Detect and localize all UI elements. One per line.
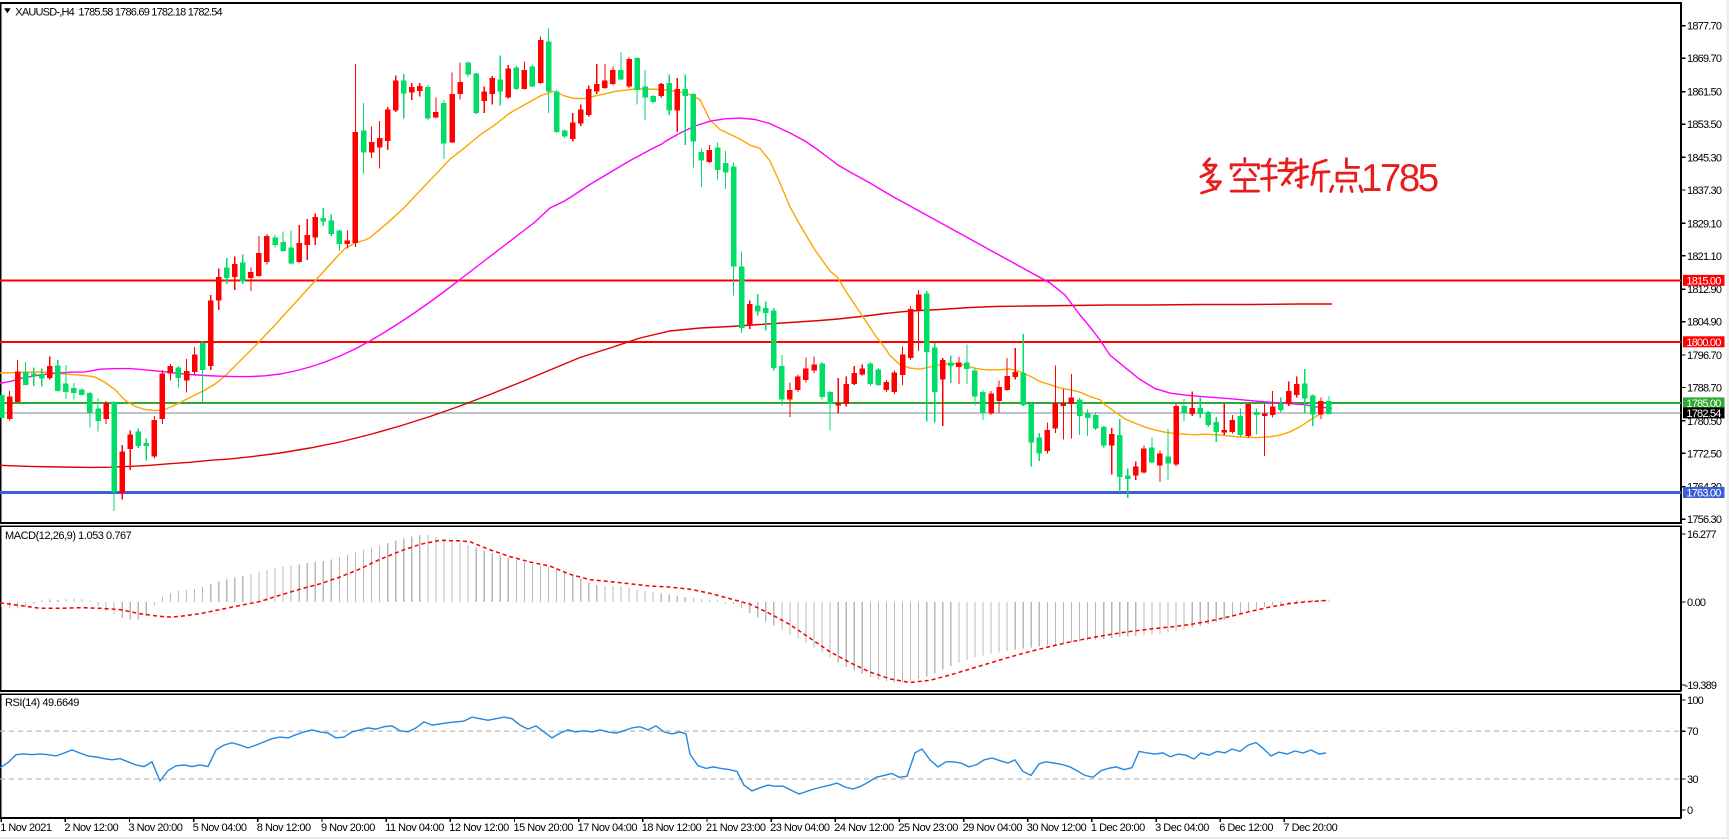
svg-text:15 Nov 20:00: 15 Nov 20:00 (514, 822, 574, 834)
svg-text:29 Nov 04:00: 29 Nov 04:00 (963, 822, 1023, 834)
svg-text:8 Nov 12:00: 8 Nov 12:00 (257, 822, 311, 834)
svg-text:1796.70: 1796.70 (1687, 350, 1722, 362)
svg-text:11 Nov 04:00: 11 Nov 04:00 (385, 822, 444, 834)
svg-text:1815.00: 1815.00 (1686, 275, 1721, 287)
svg-text:1 Dec 20:00: 1 Dec 20:00 (1091, 822, 1145, 834)
svg-text:3 Dec 04:00: 3 Dec 04:00 (1155, 822, 1209, 834)
svg-text:1845.30: 1845.30 (1687, 152, 1722, 164)
svg-text:16.277: 16.277 (1687, 529, 1717, 541)
svg-text:9 Nov 20:00: 9 Nov 20:00 (321, 822, 375, 834)
svg-text:1812.90: 1812.90 (1687, 284, 1722, 296)
svg-text:3 Nov 20:00: 3 Nov 20:00 (129, 822, 183, 834)
svg-text:23 Nov 04:00: 23 Nov 04:00 (770, 822, 830, 834)
svg-text:1829.10: 1829.10 (1687, 218, 1722, 230)
svg-text:30: 30 (1687, 774, 1698, 786)
svg-text:1785: 1785 (1361, 157, 1438, 200)
svg-text:0: 0 (1687, 805, 1693, 817)
svg-text:17 Nov 04:00: 17 Nov 04:00 (578, 822, 638, 834)
svg-text:21 Nov 23:00: 21 Nov 23:00 (706, 822, 766, 834)
svg-text:1782.54: 1782.54 (1686, 408, 1721, 420)
svg-text:1772.50: 1772.50 (1687, 448, 1722, 460)
svg-text:25 Nov 23:00: 25 Nov 23:00 (898, 822, 958, 834)
svg-text:5 Nov 04:00: 5 Nov 04:00 (193, 822, 247, 834)
svg-text:1756.30: 1756.30 (1687, 514, 1722, 526)
svg-text:0.00: 0.00 (1687, 597, 1706, 609)
svg-text:1877.70: 1877.70 (1687, 21, 1722, 33)
svg-text:1 Nov 2021: 1 Nov 2021 (0, 822, 52, 834)
svg-text:12 Nov 12:00: 12 Nov 12:00 (449, 822, 509, 834)
svg-text:-19.389: -19.389 (1685, 680, 1717, 692)
svg-text:MACD(12,26,9) 1.053 0.767: MACD(12,26,9) 1.053 0.767 (5, 530, 132, 542)
svg-text:18 Nov 12:00: 18 Nov 12:00 (642, 822, 702, 834)
svg-text:70: 70 (1687, 726, 1698, 738)
svg-text:1837.30: 1837.30 (1687, 185, 1722, 197)
svg-text:7 Dec 20:00: 7 Dec 20:00 (1283, 822, 1337, 834)
svg-text:1788.70: 1788.70 (1687, 383, 1722, 395)
svg-text:24 Nov 12:00: 24 Nov 12:00 (834, 822, 894, 834)
svg-text:1853.50: 1853.50 (1687, 119, 1722, 131)
svg-text:RSI(14) 49.6649: RSI(14) 49.6649 (5, 697, 79, 709)
svg-text:1821.10: 1821.10 (1687, 251, 1722, 263)
svg-text:1780.50: 1780.50 (1687, 416, 1722, 428)
svg-text:1869.70: 1869.70 (1687, 53, 1722, 65)
svg-text:1763.00: 1763.00 (1686, 488, 1721, 500)
svg-text:30 Nov 12:00: 30 Nov 12:00 (1027, 822, 1087, 834)
svg-text:1804.90: 1804.90 (1687, 317, 1722, 329)
svg-text:6 Dec 12:00: 6 Dec 12:00 (1219, 822, 1273, 834)
svg-text:1861.50: 1861.50 (1687, 87, 1722, 99)
svg-text:1800.00: 1800.00 (1686, 337, 1721, 349)
svg-text:100: 100 (1687, 695, 1704, 707)
svg-text:2 Nov 12:00: 2 Nov 12:00 (64, 822, 118, 834)
svg-text:1785.00: 1785.00 (1686, 398, 1721, 410)
svg-text:XAUUSD-,H4 1785.58 1786.69 17: XAUUSD-,H4 1785.58 1786.69 1782.18 1782.… (15, 6, 222, 18)
